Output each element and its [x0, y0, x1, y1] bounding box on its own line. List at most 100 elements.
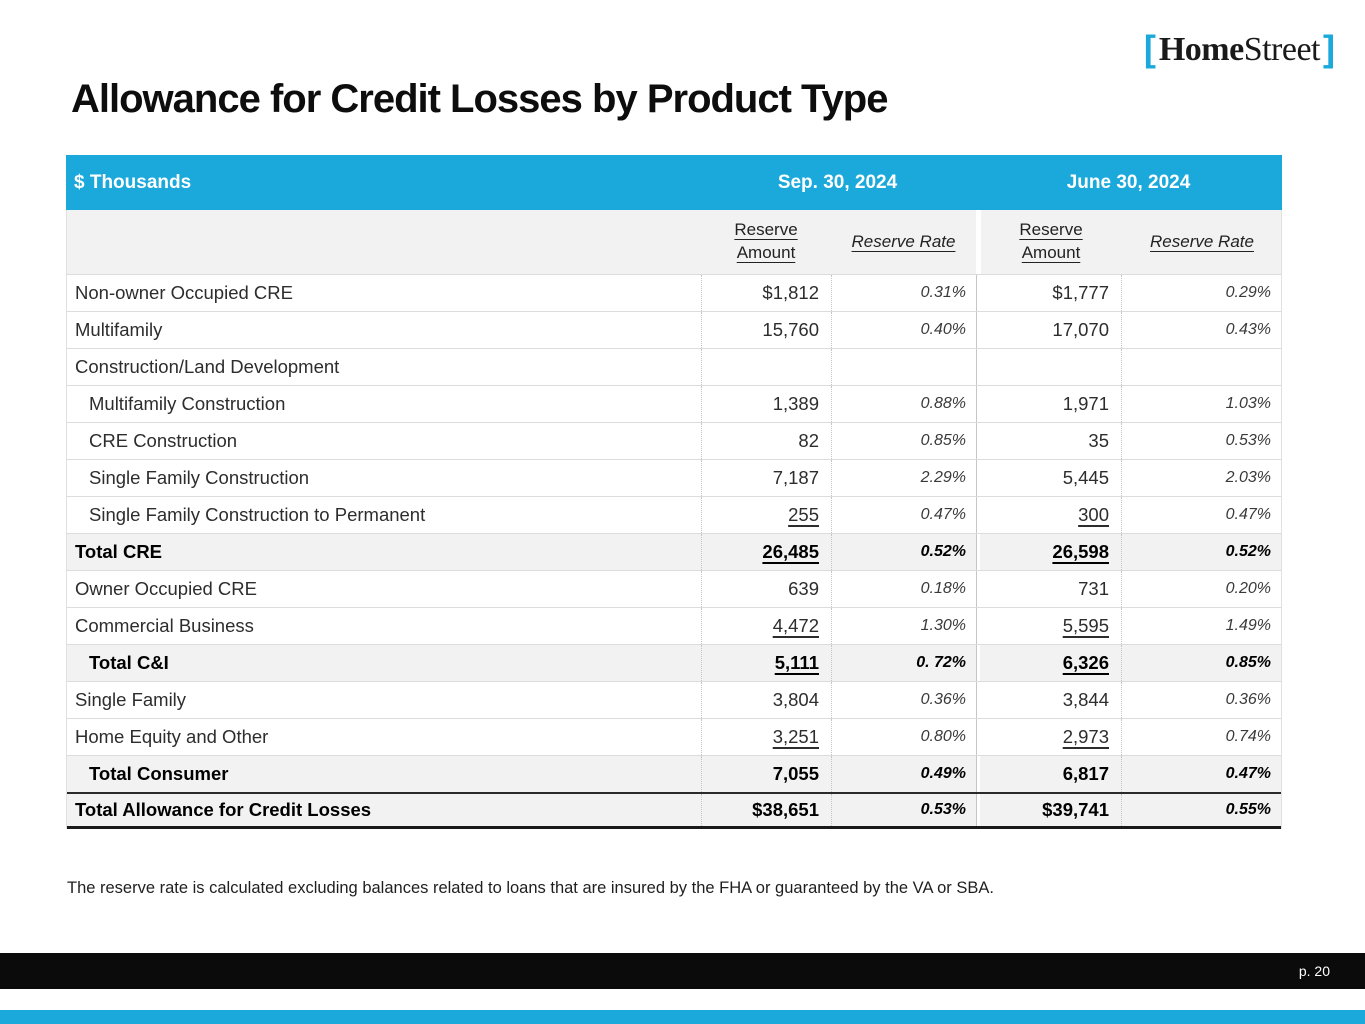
cell-value: 0.85% [920, 432, 966, 449]
cell-value: 300 [1078, 504, 1109, 525]
cell-value: 0.80% [920, 728, 966, 745]
row-label: Total Consumer [89, 763, 229, 784]
table-row: CRE Construction 82 0.85% 35 0.53% [67, 422, 1281, 459]
cell-value: 255 [788, 504, 819, 525]
june-reserve-rate-cell: 0.53% [1121, 423, 1283, 459]
cell-value: 0.53% [1225, 432, 1271, 449]
cell-value: 0.29% [1225, 284, 1271, 301]
cell-value: 26,485 [762, 541, 819, 562]
sep-reserve-amount-cell: 26,485 [701, 534, 831, 570]
row-label: Single Family [75, 689, 187, 710]
table-row: Single Family Construction to Permanent 2… [67, 496, 1281, 533]
row-label: Construction/Land Development [75, 356, 340, 377]
table-row: Commercial Business 4,472 1.30% 5,595 1.49% [67, 607, 1281, 644]
june-reserve-amount-cell: 5,445 [976, 460, 1121, 496]
sep-reserve-amount-cell [701, 349, 831, 385]
row-label: Home Equity and Other [75, 726, 269, 747]
sep-reserve-rate-cell: 2.29% [831, 460, 976, 496]
cell-value: 639 [788, 578, 819, 599]
june-reserve-amount-cell: 731 [976, 571, 1121, 607]
cell-value: 0.36% [920, 691, 966, 708]
reserve-amount-label: Reserve Amount [1019, 220, 1083, 262]
table-row: Total C&I 5,111 0. 72% 6,326 0.85% [67, 644, 1281, 681]
table-row: Owner Occupied CRE 639 0.18% 731 0.20% [67, 570, 1281, 607]
cell-value: 5,111 [774, 652, 819, 673]
cell-value: $1,812 [762, 282, 819, 303]
logo-left-bracket: [ [1143, 28, 1156, 69]
sep-reserve-amount-cell: $38,651 [701, 794, 831, 826]
cell-value: 3,251 [772, 726, 819, 747]
june-reserve-rate-cell: 0.47% [1121, 497, 1283, 533]
sep-reserve-amount-cell: 15,760 [701, 312, 831, 348]
table-row: Home Equity and Other 3,251 0.80% 2,973 0.74… [67, 718, 1281, 755]
sep-reserve-rate-cell: 0.80% [831, 719, 976, 755]
june-reserve-amount-cell: 300 [976, 497, 1121, 533]
cell-value: 7,187 [772, 467, 819, 488]
cell-value: 0. 72% [916, 654, 966, 671]
reserve-rate-label: Reserve Rate [851, 232, 956, 251]
cell-value: 731 [1078, 578, 1109, 599]
row-label: Total C&I [89, 652, 169, 673]
cell-value: 0.85% [1225, 654, 1271, 671]
cell-value: $38,651 [752, 799, 819, 820]
period-header-june: June 30, 2024 [1066, 171, 1191, 193]
cell-value: 1.03% [1225, 395, 1271, 412]
cell-value: 82 [798, 430, 819, 451]
sep-reserve-amount-cell: 639 [701, 571, 831, 607]
sep-reserve-amount-cell: 7,055 [701, 756, 831, 792]
row-label: Single Family Construction [89, 467, 310, 488]
cell-value: 0.74% [1225, 728, 1271, 745]
cell-value: 2,973 [1062, 726, 1109, 747]
subheader-spacer [67, 210, 701, 274]
sep-reserve-amount-header: Reserve Amount [701, 210, 831, 274]
table-row: Single Family Construction 7,187 2.29% 5,44… [67, 459, 1281, 496]
sep-reserve-rate-cell: 0.40% [831, 312, 976, 348]
cell-value: 0.88% [920, 395, 966, 412]
footnote-text: The reserve rate is calculated excluding… [67, 879, 994, 897]
sep-reserve-rate-cell: 0.85% [831, 423, 976, 459]
row-label: CRE Construction [89, 430, 238, 451]
sep-reserve-rate-cell: 0.49% [831, 756, 976, 792]
sep-reserve-amount-cell: 82 [701, 423, 831, 459]
cell-value: 1.30% [920, 617, 966, 634]
cell-value: 1,971 [1062, 393, 1109, 414]
table-row: Single Family 3,804 0.36% 3,844 0.36% [67, 681, 1281, 718]
june-reserve-amount-cell: $1,777 [976, 275, 1121, 311]
logo-text-street: Street [1243, 31, 1321, 68]
june-reserve-rate-cell: 0.74% [1121, 719, 1283, 755]
june-reserve-rate-cell: 2.03% [1121, 460, 1283, 496]
cell-value: 0.55% [1225, 801, 1271, 818]
june-reserve-rate-cell: 0.29% [1121, 275, 1283, 311]
table-header-bar: $ Thousands Sep. 30, 2024 June 30, 2024 [66, 155, 1282, 210]
june-reserve-amount-cell: $39,741 [976, 794, 1121, 826]
cell-value: 35 [1088, 430, 1109, 451]
sep-reserve-rate-cell: 0.18% [831, 571, 976, 607]
reserve-amount-label: Reserve Amount [734, 220, 798, 262]
table-row: Multifamily Construction 1,389 0.88% 1,971 1… [67, 385, 1281, 422]
page-number: p. 20 [1298, 963, 1330, 979]
sep-reserve-rate-cell: 0.52% [831, 534, 976, 570]
cell-value: 0.31% [920, 284, 966, 301]
sep-reserve-amount-cell: 5,111 [701, 645, 831, 681]
june-reserve-amount-cell: 6,817 [976, 756, 1121, 792]
june-reserve-rate-header: Reserve Rate [1121, 210, 1283, 274]
cell-value: 4,472 [772, 615, 819, 636]
june-reserve-amount-cell: 6,326 [976, 645, 1121, 681]
table-body: Non-owner Occupied CRE $1,812 0.31% $1,777 0… [66, 274, 1282, 829]
table-row: Total Consumer 7,055 0.49% 6,817 0.47% [67, 755, 1281, 792]
row-label: Multifamily Construction [89, 393, 286, 414]
logo-text-home: Home [1158, 31, 1244, 68]
cell-value: 2.03% [1225, 469, 1271, 486]
sep-reserve-rate-cell [831, 349, 976, 385]
sep-reserve-rate-cell: 0.47% [831, 497, 976, 533]
june-reserve-amount-cell: 35 [976, 423, 1121, 459]
table-subheader-row: Reserve Amount Reserve Rate Reserve Amou… [66, 210, 1282, 274]
cell-value: 0.18% [920, 580, 966, 597]
sep-reserve-amount-cell: 1,389 [701, 386, 831, 422]
cell-value: 5,445 [1062, 467, 1109, 488]
row-label: Commercial Business [75, 615, 254, 636]
cell-value: 1.49% [1225, 617, 1271, 634]
row-label: Multifamily [75, 319, 163, 340]
june-reserve-amount-cell: 1,971 [976, 386, 1121, 422]
